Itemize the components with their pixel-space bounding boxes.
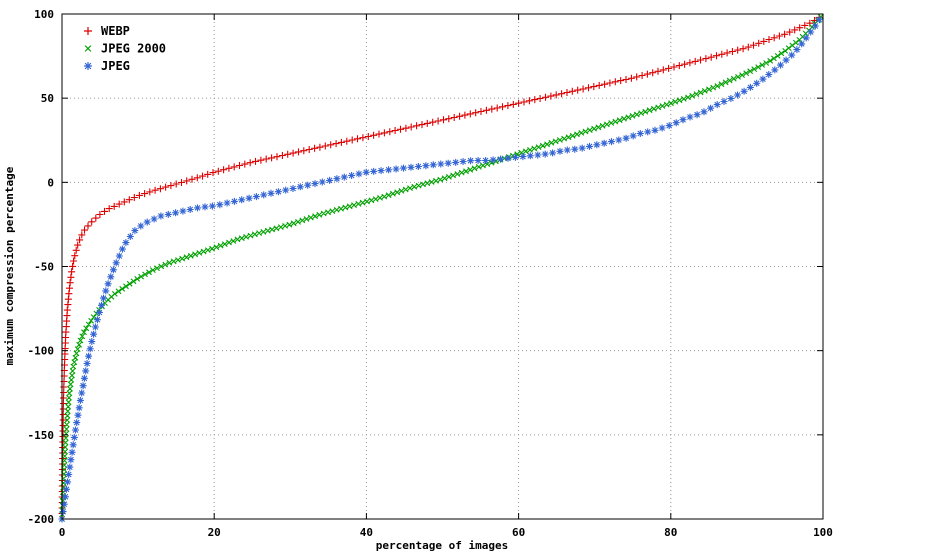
legend-marker-webp	[84, 27, 92, 35]
x-tick-label: 100	[813, 526, 833, 539]
x-tick-label: 40	[360, 526, 373, 539]
y-tick-label: 0	[47, 176, 54, 189]
y-tick-label: -50	[34, 261, 54, 274]
legend-label-webp: WEBP	[101, 24, 130, 38]
x-tick-label: 60	[512, 526, 525, 539]
legend-marker-jpeg2000	[84, 45, 92, 52]
legend: WEBP JPEG 2000 JPEG	[84, 24, 166, 73]
x-tick-label: 80	[664, 526, 677, 539]
axis-layer: 0 20 40 60 80 100 -200 -150 -100 -50 0 50 100	[28, 8, 833, 539]
series-layer	[58, 13, 824, 523]
y-tick-label: -150	[28, 429, 55, 442]
x-tick-label: 20	[208, 526, 221, 539]
x-tick-label: 0	[59, 526, 66, 539]
y-tick-label: -100	[28, 345, 55, 358]
y-axis-label: maximum compression percentage	[3, 166, 16, 365]
legend-label-jpeg2000: JPEG 2000	[101, 42, 166, 56]
y-tick-label: -200	[28, 513, 55, 526]
y-tick-label: 100	[34, 8, 54, 21]
x-axis-label: percentage of images	[376, 539, 508, 552]
legend-marker-jpeg	[84, 62, 92, 70]
y-tick-label: 50	[41, 92, 54, 105]
legend-label-jpeg: JPEG	[101, 59, 130, 73]
